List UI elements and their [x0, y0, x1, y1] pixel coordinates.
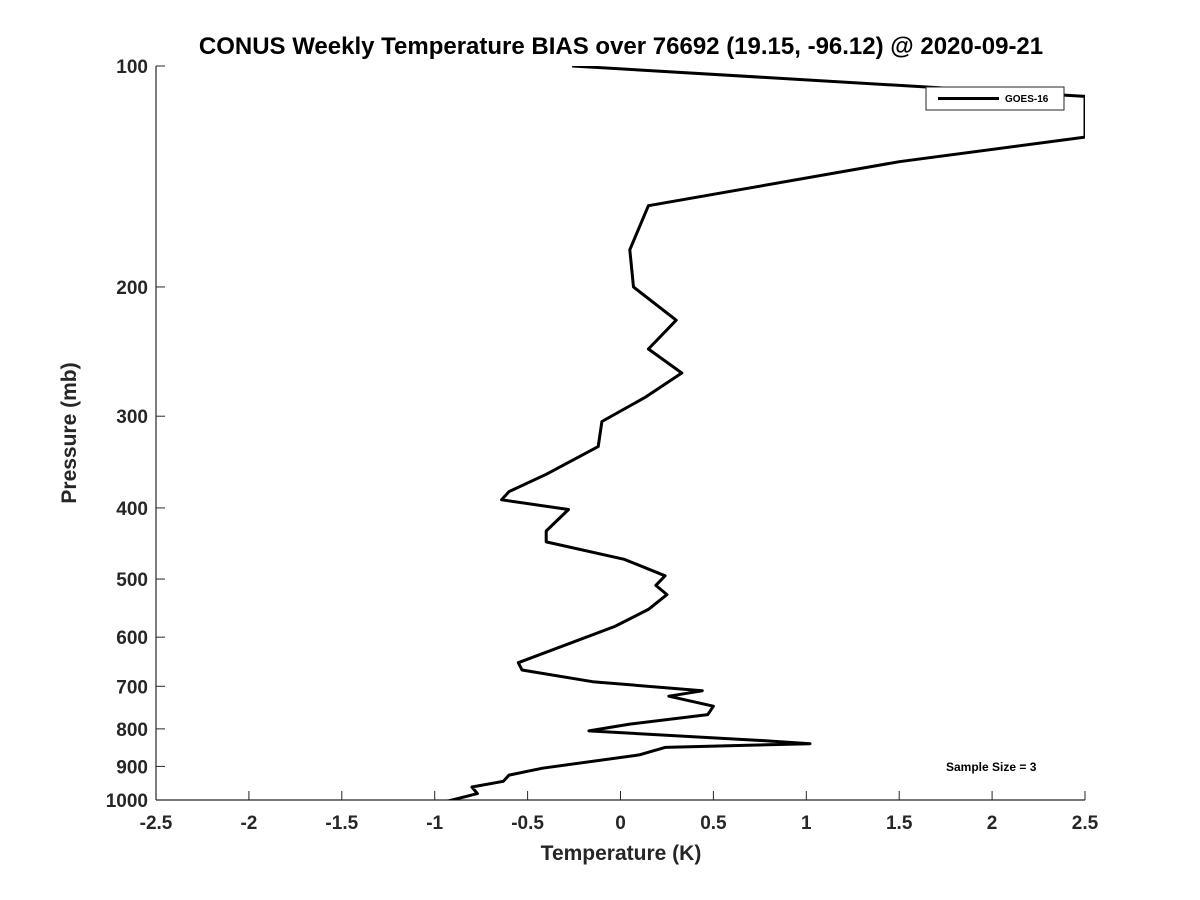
- x-tick-label: -1.5: [325, 813, 358, 834]
- x-tick-label: 2.5: [1072, 813, 1099, 834]
- y-tick-label: 700: [116, 677, 148, 698]
- x-tick-label: 2: [987, 813, 998, 834]
- y-tick-label: 800: [116, 720, 148, 741]
- x-tick-label: -0.5: [511, 813, 544, 834]
- x-tick-label: -2.5: [140, 813, 173, 834]
- y-tick-label: 100: [116, 57, 148, 78]
- x-tick-label: 0.5: [700, 813, 727, 834]
- y-tick-label: 200: [116, 278, 148, 299]
- x-axis-ticks: -2.5 -2 -1.5 -1 -0.5 0 0.5 1 1.5 2 2.5: [140, 791, 1099, 834]
- sample-size-annotation: Sample Size = 3: [946, 760, 1037, 774]
- y-axis-label: Pressure (mb): [58, 362, 81, 503]
- chart-title: CONUS Weekly Temperature BIAS over 76692…: [199, 33, 1043, 60]
- legend: GOES-16: [925, 86, 1065, 111]
- y-tick-label: 600: [116, 628, 148, 649]
- x-tick-label: -1: [426, 813, 443, 834]
- y-tick-label: 1000: [106, 791, 148, 812]
- x-axis-label: Temperature (K): [541, 842, 702, 865]
- x-tick-label: 1: [801, 813, 812, 834]
- y-tick-label: 500: [116, 570, 148, 591]
- y-tick-label: 400: [116, 499, 148, 520]
- x-tick-label: -2: [240, 813, 257, 834]
- legend-label: GOES-16: [1005, 94, 1049, 105]
- x-tick-label: 1.5: [886, 813, 913, 834]
- y-tick-label: 300: [116, 407, 148, 428]
- x-tick-label: 0: [615, 813, 626, 834]
- y-axis-ticks: 100 200 300 400 500 600 700 800 900 1000: [106, 57, 165, 812]
- y-tick-label: 900: [116, 757, 148, 778]
- series-line-goes-16: [446, 66, 1085, 800]
